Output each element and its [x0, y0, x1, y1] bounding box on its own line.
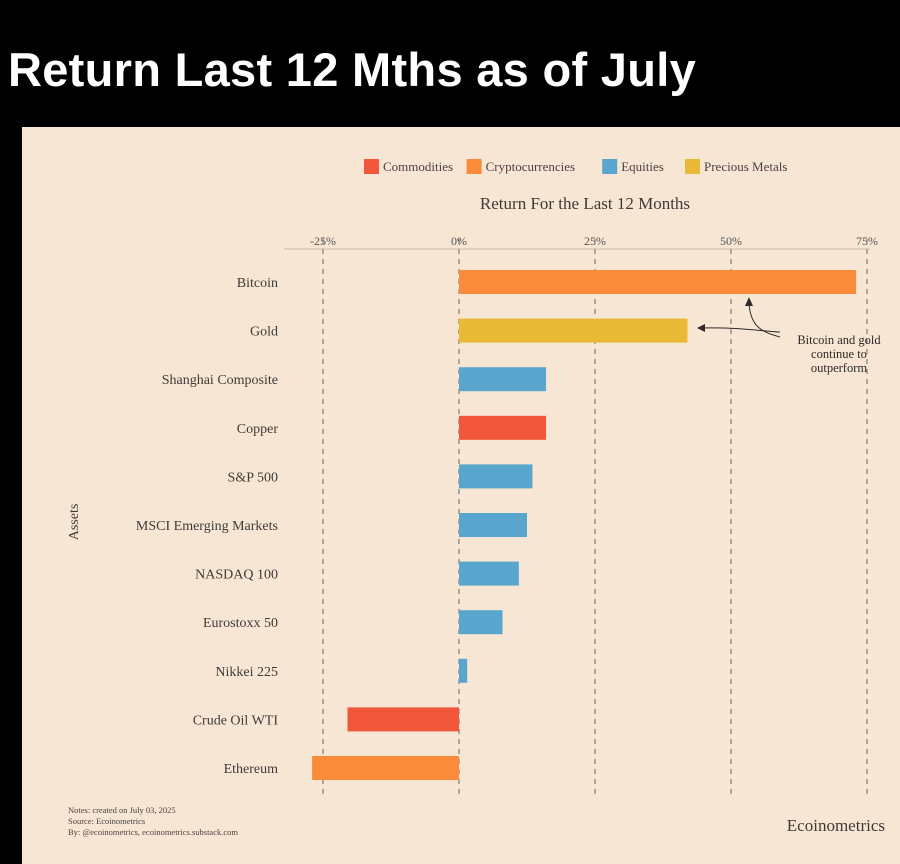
annotation-line-2: continue to	[811, 347, 867, 361]
category-label: Crude Oil WTI	[193, 713, 279, 728]
bar-gold	[459, 318, 688, 343]
x-axis-ticks: -25% 0% 25% 50% 75%	[310, 234, 878, 248]
notes-line-3: By: @ecoinometrics, ecoinometrics.substa…	[68, 827, 238, 837]
bar-eurostoxx-50	[459, 610, 503, 635]
notes-line-1: Notes: created on July 03, 2025	[68, 805, 176, 815]
brand-label: Ecoinometrics	[787, 816, 885, 835]
legend-label-precious-metals: Precious Metals	[704, 159, 787, 174]
category-label: S&P 500	[228, 470, 278, 485]
bar-crude-oil-wti	[347, 707, 459, 732]
category-label: Ethereum	[224, 762, 279, 777]
chart-legend: Commodities Cryptocurrencies Equities Preci…	[364, 159, 787, 174]
notes-line-2: Source: Ecoinometrics	[68, 816, 145, 826]
annotation-arrowhead-bitcoin	[745, 297, 753, 306]
legend-label-cryptocurrencies: Cryptocurrencies	[486, 159, 576, 174]
legend-swatch-cryptocurrencies	[466, 159, 482, 174]
chart-notes: Notes: created on July 03, 2025 Source: …	[68, 805, 238, 837]
headline-banner: Return Last 12 Mths as of July	[0, 0, 900, 125]
category-label: NASDAQ 100	[195, 568, 278, 583]
category-label: Eurostoxx 50	[203, 616, 278, 631]
category-label: Gold	[250, 325, 278, 340]
bar-shanghai-composite	[459, 367, 547, 392]
legend-label-equities: Equities	[621, 159, 664, 174]
bar-copper	[459, 415, 547, 440]
category-labels: Bitcoin Gold Shanghai Composite Copper S&P 5…	[136, 276, 278, 777]
annotation-arrow-bitcoin	[748, 301, 781, 338]
legend-swatch-commodities	[364, 159, 379, 174]
chart-card: Commodities Cryptocurrencies Equities Preci…	[22, 127, 900, 864]
bar-s-p-500	[459, 464, 533, 489]
category-label: MSCI Emerging Markets	[136, 519, 278, 534]
annotation-arrow-gold	[699, 327, 781, 333]
legend-swatch-precious-metals	[685, 159, 700, 174]
annotation: Bitcoin and gold continue to outperform	[697, 297, 881, 375]
bars	[312, 270, 857, 780]
category-label: Nikkei 225	[215, 665, 278, 680]
chart-svg: Commodities Cryptocurrencies Equities Preci…	[67, 159, 885, 837]
bar-nikkei-225	[459, 658, 468, 683]
legend-swatch-equities	[602, 159, 618, 174]
chart-title: Return For the Last 12 Months	[480, 194, 690, 213]
category-label: Shanghai Composite	[162, 373, 278, 388]
annotation-line-3: outperform	[811, 361, 868, 375]
bar-bitcoin	[459, 270, 857, 294]
annotation-arrowhead-gold	[697, 324, 705, 332]
annotation-line-1: Bitcoin and gold	[797, 333, 881, 347]
bar-msci-emerging-markets	[459, 513, 527, 537]
legend-label-commodities: Commodities	[383, 159, 453, 174]
headline-title: Return Last 12 Mths as of July	[8, 43, 697, 96]
bar-nasdaq-100	[459, 561, 519, 586]
bar-ethereum	[312, 756, 459, 780]
category-label: Copper	[237, 422, 279, 437]
y-axis-label: Assets	[67, 504, 82, 541]
category-label: Bitcoin	[237, 276, 278, 291]
